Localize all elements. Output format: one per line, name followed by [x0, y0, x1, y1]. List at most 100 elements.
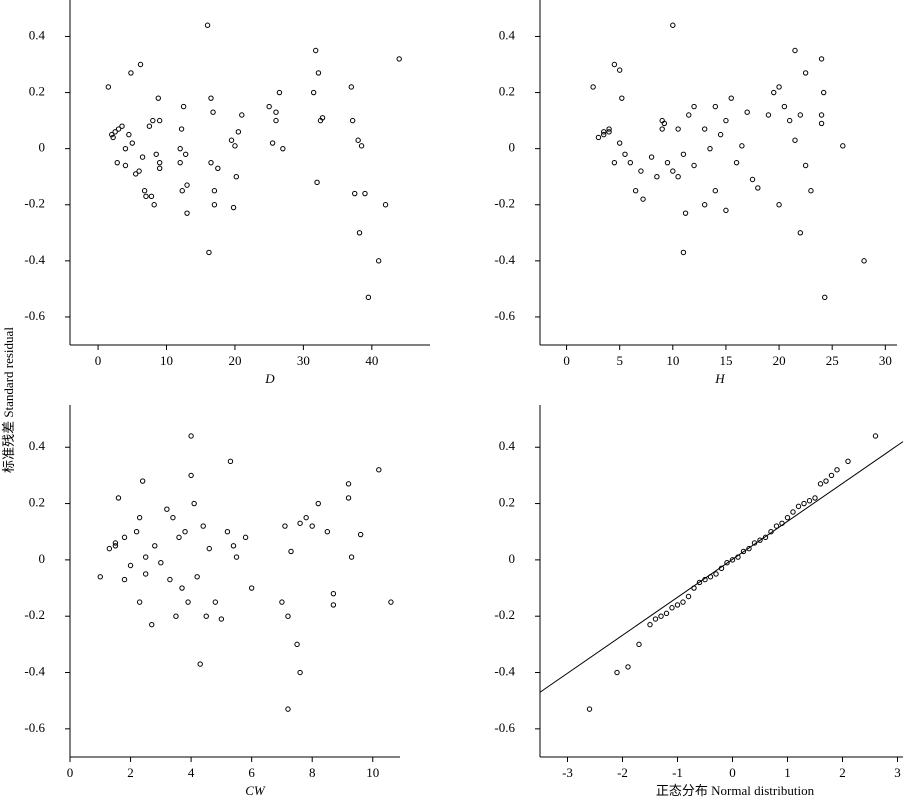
point: [136, 514, 143, 521]
point: [149, 621, 155, 628]
x-tick-label: 20: [773, 353, 786, 368]
point: [297, 520, 303, 526]
point: [188, 433, 194, 439]
point: [686, 112, 692, 118]
point: [749, 176, 756, 183]
point: [211, 202, 218, 208]
point: [792, 47, 798, 54]
x-tick-label: 20: [228, 353, 241, 368]
point: [817, 481, 824, 487]
point: [282, 523, 288, 529]
point: [115, 495, 122, 501]
point: [595, 134, 602, 141]
point: [156, 165, 163, 171]
point: [348, 84, 354, 90]
point: [324, 529, 331, 535]
point: [315, 500, 321, 507]
point: [707, 145, 713, 152]
point: [375, 258, 382, 264]
y-tick-label: -0.4: [494, 252, 515, 267]
x-tick-label: 0: [95, 353, 102, 368]
point: [616, 140, 623, 146]
point: [184, 182, 190, 188]
point: [191, 500, 197, 507]
y-tick-label: 0.4: [29, 438, 46, 453]
y-tick-label: -0.2: [24, 196, 45, 211]
point: [139, 154, 146, 160]
point: [150, 117, 156, 124]
point: [729, 557, 736, 563]
point: [273, 117, 279, 124]
point: [314, 179, 320, 186]
point: [142, 571, 149, 577]
point: [845, 458, 851, 465]
point: [143, 193, 149, 200]
point: [717, 131, 724, 138]
point: [670, 168, 676, 174]
point: [696, 579, 703, 586]
point: [808, 188, 814, 194]
point: [141, 188, 148, 194]
point: [790, 509, 796, 515]
point: [619, 95, 625, 101]
point: [279, 599, 285, 605]
point: [126, 131, 132, 138]
point: [733, 159, 740, 166]
point: [179, 585, 185, 591]
x-tick-label: 4: [188, 765, 195, 780]
point: [294, 641, 300, 648]
point: [773, 523, 780, 529]
y-tick-label: -0.2: [24, 607, 45, 622]
y-tick-label: -0.2: [494, 196, 515, 211]
x-tick-label: 3: [894, 765, 901, 780]
point: [792, 137, 798, 143]
point: [611, 159, 618, 166]
point: [152, 543, 158, 549]
point: [806, 498, 813, 504]
point: [388, 599, 394, 605]
reference-line: [539, 441, 904, 693]
point: [654, 174, 660, 180]
x-tick-label: 30: [879, 353, 892, 368]
point: [142, 554, 149, 560]
point: [105, 84, 112, 90]
point: [313, 47, 319, 54]
point: [285, 706, 291, 712]
point: [156, 117, 163, 124]
point: [153, 151, 159, 157]
point: [112, 129, 118, 135]
point: [712, 103, 719, 110]
point: [156, 159, 163, 166]
y-tick-label: 0.4: [29, 27, 46, 42]
point: [197, 661, 203, 667]
point: [625, 664, 631, 670]
point: [212, 599, 219, 605]
point: [122, 145, 129, 152]
point: [349, 117, 356, 124]
point: [218, 616, 225, 622]
point: [137, 61, 144, 68]
y-tick-label: 0: [509, 140, 516, 155]
point: [139, 478, 146, 484]
x-axis-label: 正态分布 Normal distribution: [656, 783, 815, 798]
point: [818, 112, 825, 118]
point: [208, 159, 214, 166]
point: [215, 165, 221, 171]
point: [382, 202, 389, 208]
point: [670, 22, 676, 28]
point: [755, 185, 761, 191]
y-tick-label: 0.2: [499, 495, 515, 510]
point: [786, 117, 793, 124]
point: [658, 613, 664, 619]
point: [765, 112, 772, 118]
point: [297, 669, 303, 676]
point: [319, 115, 326, 121]
point: [674, 602, 681, 608]
point: [675, 126, 681, 132]
point: [97, 574, 103, 580]
point: [795, 503, 802, 510]
point: [652, 616, 659, 622]
point: [797, 230, 804, 236]
